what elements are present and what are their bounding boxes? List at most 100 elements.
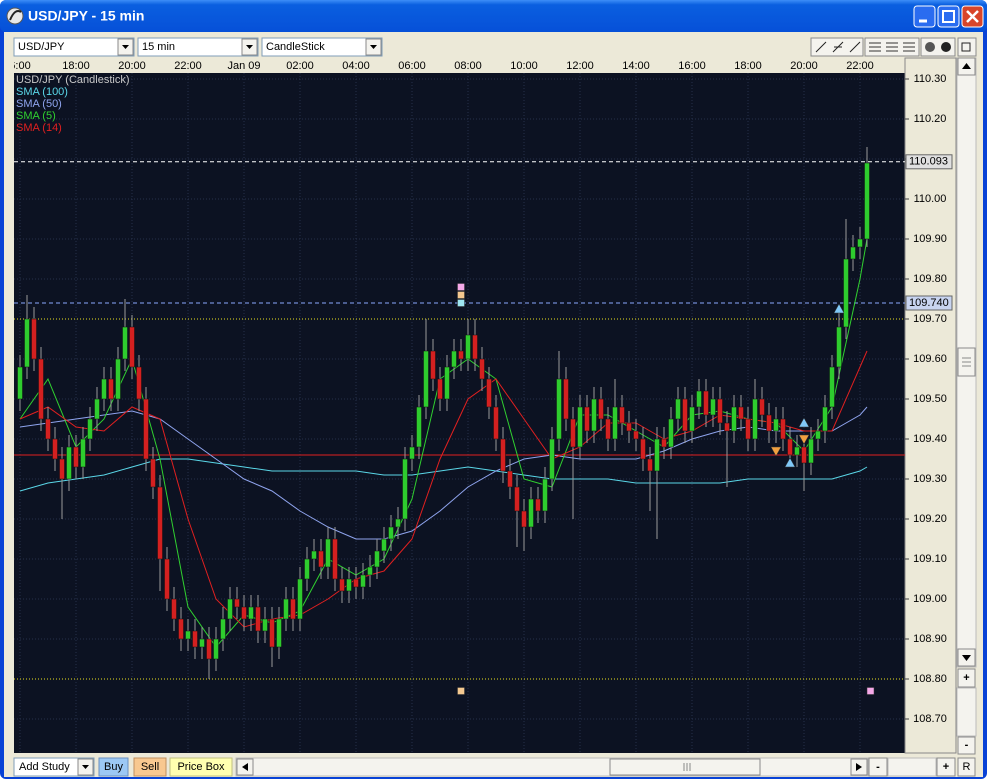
candle-body (122, 326, 128, 360)
h-scroll-thumb[interactable] (609, 758, 761, 776)
window-buttons (913, 5, 984, 28)
candle-body (178, 618, 184, 640)
y-tick-label: 110.30 (914, 73, 947, 85)
maximize-button[interactable] (937, 5, 960, 28)
zoom-out-button[interactable] (957, 736, 976, 755)
signal-marker (798, 417, 810, 428)
candle-body (262, 618, 268, 632)
candle-body (332, 538, 338, 580)
candle-body (675, 398, 681, 420)
app-icon-mark (9, 10, 22, 21)
candle-body (521, 510, 527, 528)
sell-button[interactable] (133, 757, 167, 777)
buy-button[interactable] (98, 757, 129, 777)
x-tick-label: Jan 09 (227, 60, 260, 72)
candle-body (843, 258, 849, 328)
y-tick-label: 109.60 (913, 353, 947, 365)
candle-body (612, 406, 618, 440)
x-tick-label: 14:00 (622, 60, 650, 72)
candle-body (374, 550, 380, 568)
candle-body (52, 438, 58, 460)
candle-body (192, 630, 198, 648)
reset-button[interactable] (957, 757, 976, 777)
grip (683, 763, 691, 771)
layout-icons (869, 42, 915, 52)
candle-body (682, 398, 688, 432)
candle-body (360, 574, 366, 588)
time-axis (14, 58, 905, 73)
zoom-track (956, 687, 977, 737)
style-combo[interactable] (261, 37, 383, 57)
add-study-combo[interactable] (13, 757, 95, 777)
candle-body (241, 606, 247, 620)
candle-body (710, 398, 716, 416)
y-tick-label: 108.70 (913, 713, 947, 725)
signal-marker (770, 446, 782, 457)
signal-marker (457, 283, 465, 291)
candle-body (689, 406, 695, 432)
zoom-out-button[interactable] (868, 757, 888, 777)
candle-body (493, 406, 499, 440)
candle-body (381, 538, 387, 552)
candle-body (598, 398, 604, 420)
x-tick-label: 10:00 (510, 60, 538, 72)
candle-body (283, 598, 289, 620)
candle-body (857, 238, 863, 248)
interval-combo[interactable] (137, 37, 259, 57)
price-box-button[interactable] (169, 757, 233, 777)
close-icon (966, 10, 979, 23)
candle-body (213, 638, 219, 660)
y-tick-label: 108.80 (913, 673, 947, 685)
add-study-label: Add Study (19, 761, 70, 773)
candle-body (542, 478, 548, 512)
candle-body (822, 406, 828, 432)
candle-body (472, 334, 478, 360)
candle-body (640, 438, 646, 460)
zoom-in-button[interactable] (957, 668, 976, 688)
candle-body (325, 538, 331, 568)
candle-body (633, 430, 639, 440)
x-tick-label: 18:00 (734, 60, 762, 72)
arrow-icon (370, 45, 377, 49)
candle-body (703, 390, 709, 416)
candle-body (696, 390, 702, 408)
detach-button[interactable] (957, 37, 977, 57)
candle-body (367, 566, 373, 576)
candle-body (724, 422, 730, 432)
candle-body (290, 598, 296, 620)
y-tick-label: 109.00 (913, 593, 947, 605)
price-label-box (905, 295, 953, 311)
candle-body (206, 638, 212, 660)
candle-body (444, 366, 450, 400)
candle-body (304, 558, 310, 580)
title-bar (0, 0, 987, 32)
candle-body (486, 378, 492, 408)
candle-body (423, 350, 429, 408)
candle-body (528, 498, 534, 528)
candle-body (514, 486, 520, 512)
y-tick-label: 109.80 (913, 273, 947, 285)
candle-body (297, 578, 303, 620)
candle-body (220, 618, 226, 640)
y-tick-label: 110.20 (914, 113, 947, 125)
x-tick-label: 08:00 (454, 60, 482, 72)
candle-body (773, 418, 779, 432)
minimize-button[interactable] (913, 5, 936, 28)
candle-body (451, 350, 457, 368)
x-tick-label: 22:00 (174, 60, 202, 72)
candle-body (24, 318, 30, 368)
candle-body (311, 550, 317, 560)
candle-body (409, 446, 415, 460)
y-tick-label: 109.70 (913, 313, 947, 325)
zoom-in-button[interactable] (936, 757, 956, 777)
symbol-combo[interactable] (13, 37, 135, 57)
candle-body (738, 406, 744, 420)
candle-body (318, 550, 324, 568)
x-tick-label: 20:00 (118, 60, 146, 72)
zoom-in-label: + (943, 761, 949, 773)
candle-body (745, 418, 751, 440)
time-labels: 6:00 18:00 20:00 22:00 Jan 09 02:00 04:00 06:00… (14, 60, 874, 72)
candle-body (787, 438, 793, 456)
price-box-label: Price Box (177, 761, 225, 773)
